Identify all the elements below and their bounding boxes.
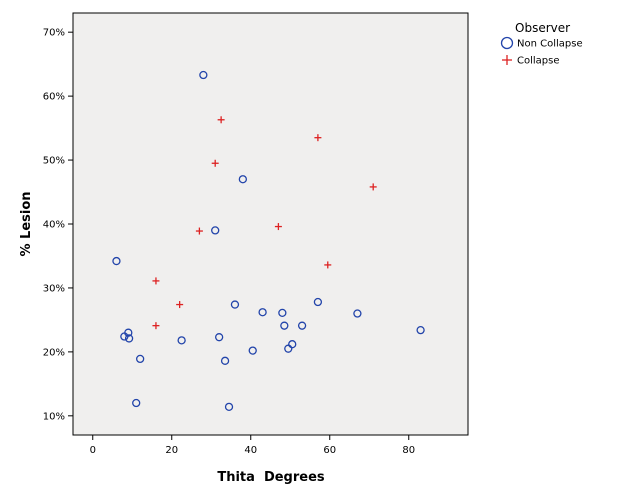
non-collapse-point: [230, 300, 240, 309]
collapse-point: [152, 277, 160, 285]
legend-item: Collapse: [502, 55, 560, 67]
non-collapse-point: [124, 334, 134, 343]
legend-circle-marker: [500, 36, 514, 50]
non-collapse-point: [353, 309, 362, 318]
non-collapse-point: [313, 297, 323, 307]
y-tick-label: 10%: [43, 411, 65, 422]
collapse-point: [195, 227, 203, 235]
non-collapse-point: [258, 308, 267, 317]
non-collapse-point: [112, 256, 121, 266]
collapse-point: [369, 183, 377, 191]
non-collapse-point: [132, 398, 141, 408]
non-collapse-point: [284, 344, 293, 353]
non-collapse-point: [248, 346, 257, 355]
x-tick-label: 60: [323, 445, 336, 456]
non-collapse-point: [224, 402, 234, 412]
x-tick-label: 20: [165, 445, 178, 456]
x-tick-label: 80: [402, 445, 415, 456]
plot-area: [72, 12, 469, 436]
non-collapse-point: [135, 354, 145, 364]
collapse-point: [152, 322, 160, 330]
x-tick-label: 40: [244, 445, 257, 456]
non-collapse-point: [177, 336, 186, 345]
non-collapse-point: [238, 175, 248, 184]
non-collapse-point: [120, 332, 129, 341]
non-collapse-point: [220, 356, 230, 365]
legend-plus-marker: [502, 55, 512, 65]
non-collapse-point: [280, 321, 289, 330]
collapse-point: [274, 223, 282, 231]
collapse-point: [176, 301, 184, 309]
collapse-point: [217, 116, 225, 124]
y-tick-label: 40%: [43, 220, 65, 231]
y-tick-label: 30%: [43, 283, 65, 294]
non-collapse-point: [199, 70, 208, 80]
y-tick-label: 50%: [43, 156, 65, 167]
non-collapse-point: [278, 308, 287, 318]
axis-ticks: 0 20 40 60 80 10% 20% 30% 40% 50% 60% 70%: [43, 28, 415, 456]
x-tick-label: 0: [90, 445, 96, 456]
y-tick-label: 60%: [43, 92, 65, 103]
non-collapse-point: [416, 325, 425, 335]
legend-item: Non Collapse: [500, 36, 583, 50]
data-points: [112, 70, 425, 412]
non-collapse-point: [214, 333, 224, 342]
y-axis-title: % Lesion: [19, 191, 34, 256]
legend-label: Collapse: [517, 56, 560, 67]
y-tick-label: 20%: [43, 347, 65, 358]
collapse-point: [314, 134, 322, 142]
legend-title: Observer: [515, 21, 570, 35]
non-collapse-point: [211, 226, 220, 235]
collapse-point: [324, 261, 332, 269]
y-tick-label: 70%: [43, 28, 65, 39]
non-collapse-point: [297, 321, 307, 330]
x-axis-title: Thita Degrees: [217, 470, 325, 485]
legend: Observer Non Collapse Collapse: [500, 21, 583, 67]
legend-label: Non Collapse: [517, 39, 583, 50]
collapse-point: [211, 159, 219, 167]
